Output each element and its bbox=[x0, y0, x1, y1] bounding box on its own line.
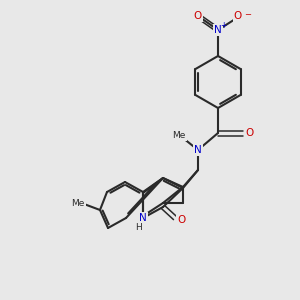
Text: O: O bbox=[245, 128, 253, 138]
Text: +: + bbox=[220, 22, 226, 31]
Text: N: N bbox=[214, 25, 222, 35]
Text: N: N bbox=[194, 145, 202, 155]
Text: O: O bbox=[234, 11, 242, 21]
Text: O: O bbox=[177, 215, 185, 225]
Text: N: N bbox=[139, 213, 147, 223]
Text: −: − bbox=[244, 11, 251, 20]
Text: Me: Me bbox=[71, 200, 85, 208]
Text: Me: Me bbox=[172, 131, 186, 140]
Text: H: H bbox=[135, 223, 141, 232]
Text: O: O bbox=[194, 11, 202, 21]
